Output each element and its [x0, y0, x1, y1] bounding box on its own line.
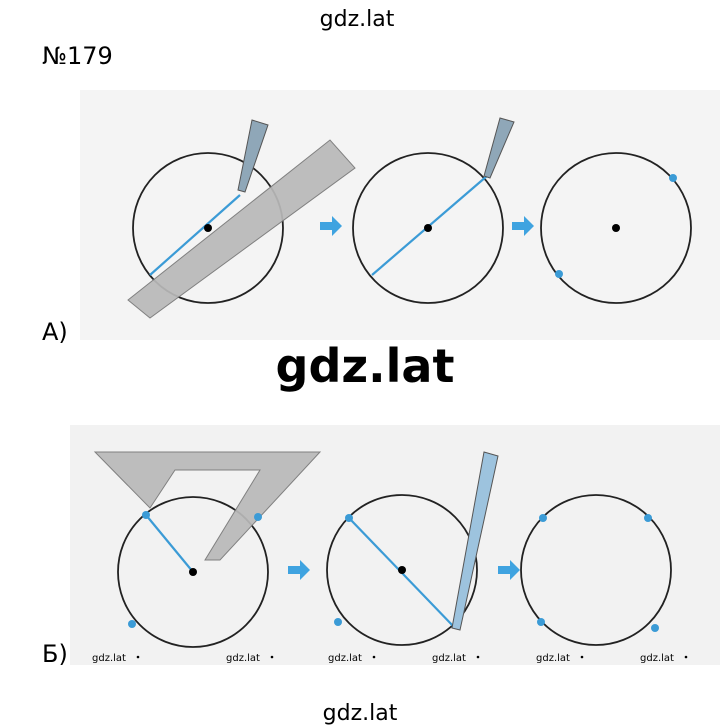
circle — [132, 152, 284, 304]
circle — [326, 494, 478, 646]
point — [345, 514, 353, 522]
arrow — [512, 216, 534, 236]
point — [537, 618, 545, 626]
circle — [352, 152, 504, 304]
circle — [520, 494, 672, 646]
arrow — [498, 560, 520, 580]
footer-site: gdz.lat — [323, 701, 398, 726]
watermark-dot — [580, 655, 584, 659]
pencil — [237, 119, 269, 193]
small-watermark: gdz.lat — [328, 653, 362, 664]
arrow — [320, 216, 342, 236]
watermark-dot — [270, 655, 274, 659]
part-label: А) — [42, 318, 68, 346]
small-watermark: gdz.lat — [640, 653, 674, 664]
point — [539, 514, 547, 522]
small-watermark: gdz.lat — [432, 653, 466, 664]
small-watermark: gdz.lat — [226, 653, 260, 664]
point — [644, 514, 652, 522]
task-number: №179 — [42, 42, 113, 70]
center — [424, 224, 432, 232]
small-watermarks: gdz.lat gdz.lat gdz.lat gdz.lat gdz.lat gdz.l… — [92, 653, 688, 664]
watermark-dot — [372, 655, 376, 659]
diameter-line — [149, 194, 241, 276]
watermark: gdz.lat — [276, 339, 455, 393]
illustration-b — [70, 425, 720, 665]
illustration-a — [80, 90, 720, 340]
circle — [540, 152, 692, 304]
watermark-dot — [136, 655, 140, 659]
pencil — [483, 117, 515, 179]
set-square — [93, 451, 322, 561]
center — [398, 566, 406, 574]
point — [254, 513, 262, 521]
point — [128, 620, 136, 628]
ruler — [127, 139, 356, 319]
center — [189, 568, 197, 576]
part-label: Б) — [42, 640, 68, 668]
watermark-dot — [684, 655, 688, 659]
point — [651, 624, 659, 632]
center — [204, 224, 212, 232]
point — [142, 511, 150, 519]
radius-line — [145, 514, 194, 573]
arrow — [288, 560, 310, 580]
small-watermark: gdz.lat — [92, 653, 126, 664]
watermark-dot — [476, 655, 480, 659]
circle — [117, 496, 269, 648]
point — [334, 618, 342, 626]
center — [612, 224, 620, 232]
header-site: gdz.lat — [320, 7, 395, 32]
point — [555, 270, 563, 278]
small-watermark: gdz.lat — [536, 653, 570, 664]
pencil — [451, 451, 499, 631]
point — [669, 174, 677, 182]
